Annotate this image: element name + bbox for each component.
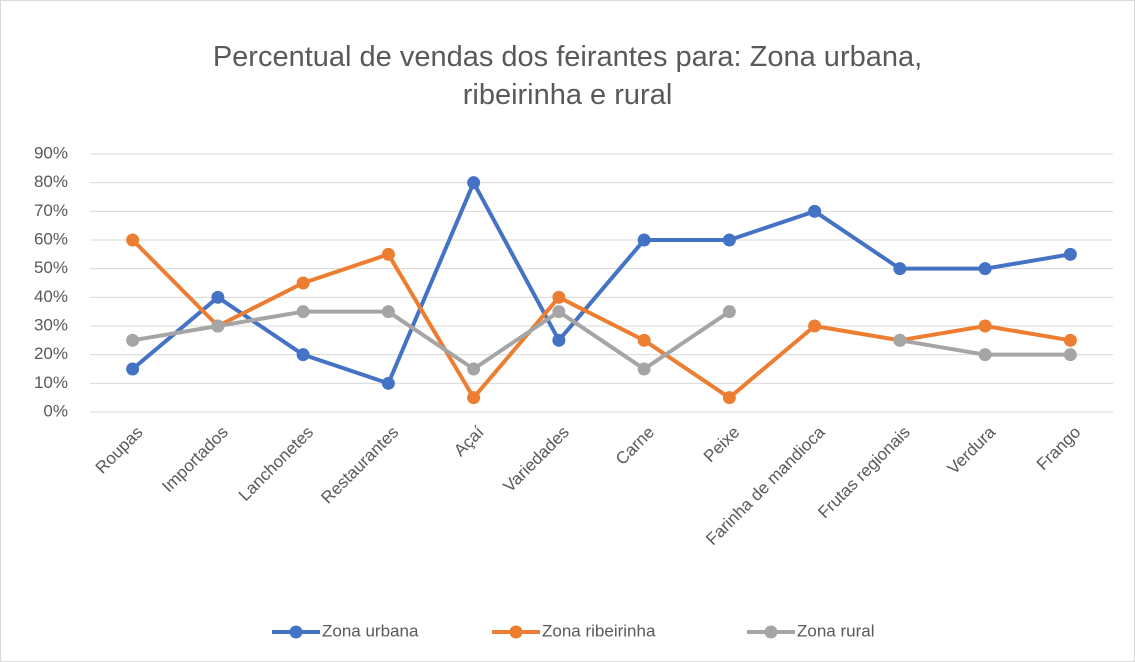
data-point (978, 348, 992, 362)
data-point (978, 262, 992, 276)
data-point (552, 290, 566, 304)
data-point (381, 376, 395, 390)
data-point (211, 290, 225, 304)
data-point (1063, 333, 1077, 347)
y-tick-label: 20% (34, 344, 68, 363)
data-point (467, 362, 481, 376)
y-tick-label: 50% (34, 258, 68, 277)
y-tick-label: 40% (34, 287, 68, 306)
y-tick-label: 70% (34, 201, 68, 220)
data-point (126, 233, 140, 247)
data-point (211, 319, 225, 333)
legend-label: Zona ribeirinha (542, 621, 656, 640)
data-point (467, 176, 481, 190)
data-point (637, 333, 651, 347)
chart-title: Percentual de vendas dos feirantes para:… (212, 41, 923, 111)
series-line (131, 180, 1071, 386)
data-point (296, 305, 310, 319)
data-point (296, 348, 310, 362)
legend-marker (764, 625, 778, 639)
y-tick-label: 10% (34, 373, 68, 392)
legend-marker (289, 625, 303, 639)
data-point (808, 204, 822, 218)
data-point (893, 333, 907, 347)
data-point (381, 305, 395, 319)
y-tick-label: 60% (34, 229, 68, 248)
data-point (722, 233, 736, 247)
legend-label: Zona rural (797, 621, 874, 640)
y-tick-label: 30% (34, 315, 68, 334)
data-point (637, 233, 651, 247)
legend-label: Zona urbana (322, 621, 419, 640)
data-point (552, 305, 566, 319)
data-point (1063, 348, 1077, 362)
data-point (552, 333, 566, 347)
data-point (467, 391, 481, 405)
legend-marker (509, 625, 523, 639)
data-point (296, 276, 310, 290)
data-point (808, 319, 822, 333)
y-tick-label: 90% (34, 143, 68, 162)
data-point (126, 362, 140, 376)
series-line (131, 238, 1071, 400)
data-point (722, 305, 736, 319)
y-tick-label: 80% (34, 172, 68, 191)
data-point (978, 319, 992, 333)
data-point (637, 362, 651, 376)
data-point (381, 247, 395, 261)
data-point (1063, 247, 1077, 261)
y-tick-label: 0% (43, 401, 68, 420)
data-point (722, 391, 736, 405)
data-point (893, 262, 907, 276)
data-point (126, 333, 140, 347)
